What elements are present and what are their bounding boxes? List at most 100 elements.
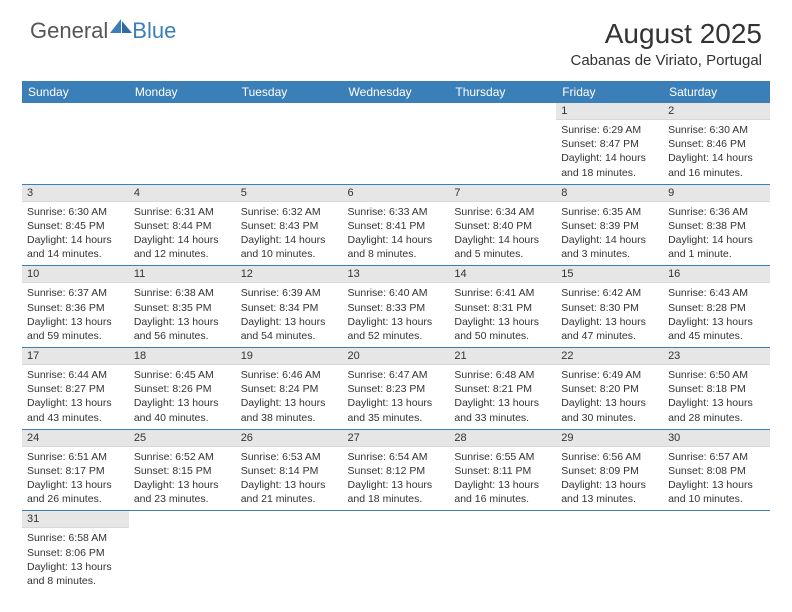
day-details: Sunrise: 6:47 AMSunset: 8:23 PMDaylight:… (343, 365, 450, 429)
calendar-cell (556, 511, 663, 592)
calendar-cell: 31Sunrise: 6:58 AMSunset: 8:06 PMDayligh… (22, 511, 129, 592)
calendar-cell: 26Sunrise: 6:53 AMSunset: 8:14 PMDayligh… (236, 429, 343, 511)
calendar-week-row: 1Sunrise: 6:29 AMSunset: 8:47 PMDaylight… (22, 103, 770, 184)
day-details: Sunrise: 6:51 AMSunset: 8:17 PMDaylight:… (22, 447, 129, 511)
calendar-cell: 15Sunrise: 6:42 AMSunset: 8:30 PMDayligh… (556, 266, 663, 348)
day-details: Sunrise: 6:57 AMSunset: 8:08 PMDaylight:… (663, 447, 770, 511)
brand-logo: General Blue (30, 18, 176, 44)
day-details: Sunrise: 6:40 AMSunset: 8:33 PMDaylight:… (343, 283, 450, 347)
day-number: 6 (343, 185, 450, 202)
day-number: 31 (22, 511, 129, 528)
calendar-cell: 20Sunrise: 6:47 AMSunset: 8:23 PMDayligh… (343, 348, 450, 430)
calendar-cell: 5Sunrise: 6:32 AMSunset: 8:43 PMDaylight… (236, 184, 343, 266)
day-header: Thursday (449, 81, 556, 103)
calendar-week-row: 17Sunrise: 6:44 AMSunset: 8:27 PMDayligh… (22, 348, 770, 430)
calendar-cell (343, 103, 450, 184)
calendar-week-row: 24Sunrise: 6:51 AMSunset: 8:17 PMDayligh… (22, 429, 770, 511)
day-details: Sunrise: 6:45 AMSunset: 8:26 PMDaylight:… (129, 365, 236, 429)
calendar-cell (129, 103, 236, 184)
location-label: Cabanas de Viriato, Portugal (570, 52, 762, 69)
day-number: 12 (236, 266, 343, 283)
day-number: 7 (449, 185, 556, 202)
calendar-week-row: 31Sunrise: 6:58 AMSunset: 8:06 PMDayligh… (22, 511, 770, 592)
calendar-cell: 11Sunrise: 6:38 AMSunset: 8:35 PMDayligh… (129, 266, 236, 348)
day-number: 25 (129, 430, 236, 447)
day-details: Sunrise: 6:44 AMSunset: 8:27 PMDaylight:… (22, 365, 129, 429)
day-header: Friday (556, 81, 663, 103)
calendar-cell: 13Sunrise: 6:40 AMSunset: 8:33 PMDayligh… (343, 266, 450, 348)
calendar-cell (449, 511, 556, 592)
day-number: 29 (556, 430, 663, 447)
calendar-cell: 25Sunrise: 6:52 AMSunset: 8:15 PMDayligh… (129, 429, 236, 511)
day-details: Sunrise: 6:49 AMSunset: 8:20 PMDaylight:… (556, 365, 663, 429)
day-details: Sunrise: 6:58 AMSunset: 8:06 PMDaylight:… (22, 528, 129, 592)
day-number: 19 (236, 348, 343, 365)
day-number: 30 (663, 430, 770, 447)
day-details: Sunrise: 6:35 AMSunset: 8:39 PMDaylight:… (556, 202, 663, 266)
calendar-cell: 9Sunrise: 6:36 AMSunset: 8:38 PMDaylight… (663, 184, 770, 266)
day-details: Sunrise: 6:39 AMSunset: 8:34 PMDaylight:… (236, 283, 343, 347)
day-number: 22 (556, 348, 663, 365)
calendar-cell: 21Sunrise: 6:48 AMSunset: 8:21 PMDayligh… (449, 348, 556, 430)
day-details: Sunrise: 6:50 AMSunset: 8:18 PMDaylight:… (663, 365, 770, 429)
calendar-cell (343, 511, 450, 592)
day-number: 20 (343, 348, 450, 365)
day-header: Monday (129, 81, 236, 103)
calendar-week-row: 10Sunrise: 6:37 AMSunset: 8:36 PMDayligh… (22, 266, 770, 348)
day-number: 15 (556, 266, 663, 283)
day-details: Sunrise: 6:36 AMSunset: 8:38 PMDaylight:… (663, 202, 770, 266)
brand-part1: General (30, 18, 108, 44)
sail-icon (110, 19, 132, 33)
calendar-week-row: 3Sunrise: 6:30 AMSunset: 8:45 PMDaylight… (22, 184, 770, 266)
day-details: Sunrise: 6:32 AMSunset: 8:43 PMDaylight:… (236, 202, 343, 266)
calendar-cell (129, 511, 236, 592)
calendar-cell: 2Sunrise: 6:30 AMSunset: 8:46 PMDaylight… (663, 103, 770, 184)
day-number: 28 (449, 430, 556, 447)
calendar-cell: 28Sunrise: 6:55 AMSunset: 8:11 PMDayligh… (449, 429, 556, 511)
day-number: 13 (343, 266, 450, 283)
day-number: 2 (663, 103, 770, 120)
calendar-cell: 22Sunrise: 6:49 AMSunset: 8:20 PMDayligh… (556, 348, 663, 430)
day-details: Sunrise: 6:38 AMSunset: 8:35 PMDaylight:… (129, 283, 236, 347)
day-details: Sunrise: 6:29 AMSunset: 8:47 PMDaylight:… (556, 120, 663, 184)
calendar-body: 1Sunrise: 6:29 AMSunset: 8:47 PMDaylight… (22, 103, 770, 592)
calendar-cell: 10Sunrise: 6:37 AMSunset: 8:36 PMDayligh… (22, 266, 129, 348)
day-header: Wednesday (343, 81, 450, 103)
calendar-cell: 7Sunrise: 6:34 AMSunset: 8:40 PMDaylight… (449, 184, 556, 266)
day-number: 9 (663, 185, 770, 202)
day-details: Sunrise: 6:30 AMSunset: 8:45 PMDaylight:… (22, 202, 129, 266)
title-block: August 2025 Cabanas de Viriato, Portugal (570, 18, 762, 69)
calendar-header-row: SundayMondayTuesdayWednesdayThursdayFrid… (22, 81, 770, 103)
page-header: General Blue August 2025 Cabanas de Viri… (0, 0, 792, 77)
day-number: 24 (22, 430, 129, 447)
calendar-cell: 3Sunrise: 6:30 AMSunset: 8:45 PMDaylight… (22, 184, 129, 266)
day-details: Sunrise: 6:48 AMSunset: 8:21 PMDaylight:… (449, 365, 556, 429)
calendar-cell (236, 511, 343, 592)
brand-part2: Blue (132, 18, 176, 44)
day-details: Sunrise: 6:53 AMSunset: 8:14 PMDaylight:… (236, 447, 343, 511)
calendar-cell (449, 103, 556, 184)
day-details: Sunrise: 6:41 AMSunset: 8:31 PMDaylight:… (449, 283, 556, 347)
calendar-cell: 27Sunrise: 6:54 AMSunset: 8:12 PMDayligh… (343, 429, 450, 511)
calendar-cell: 6Sunrise: 6:33 AMSunset: 8:41 PMDaylight… (343, 184, 450, 266)
calendar-cell (236, 103, 343, 184)
calendar-table: SundayMondayTuesdayWednesdayThursdayFrid… (22, 81, 770, 592)
calendar-cell: 8Sunrise: 6:35 AMSunset: 8:39 PMDaylight… (556, 184, 663, 266)
day-details: Sunrise: 6:42 AMSunset: 8:30 PMDaylight:… (556, 283, 663, 347)
day-number: 17 (22, 348, 129, 365)
calendar-cell: 17Sunrise: 6:44 AMSunset: 8:27 PMDayligh… (22, 348, 129, 430)
calendar-cell: 19Sunrise: 6:46 AMSunset: 8:24 PMDayligh… (236, 348, 343, 430)
day-header: Sunday (22, 81, 129, 103)
calendar-cell: 23Sunrise: 6:50 AMSunset: 8:18 PMDayligh… (663, 348, 770, 430)
calendar-cell: 1Sunrise: 6:29 AMSunset: 8:47 PMDaylight… (556, 103, 663, 184)
calendar-cell (22, 103, 129, 184)
month-title: August 2025 (570, 18, 762, 50)
day-number: 11 (129, 266, 236, 283)
day-number: 3 (22, 185, 129, 202)
day-number: 1 (556, 103, 663, 120)
day-details: Sunrise: 6:52 AMSunset: 8:15 PMDaylight:… (129, 447, 236, 511)
day-number: 16 (663, 266, 770, 283)
day-details: Sunrise: 6:34 AMSunset: 8:40 PMDaylight:… (449, 202, 556, 266)
day-details: Sunrise: 6:31 AMSunset: 8:44 PMDaylight:… (129, 202, 236, 266)
day-details: Sunrise: 6:56 AMSunset: 8:09 PMDaylight:… (556, 447, 663, 511)
